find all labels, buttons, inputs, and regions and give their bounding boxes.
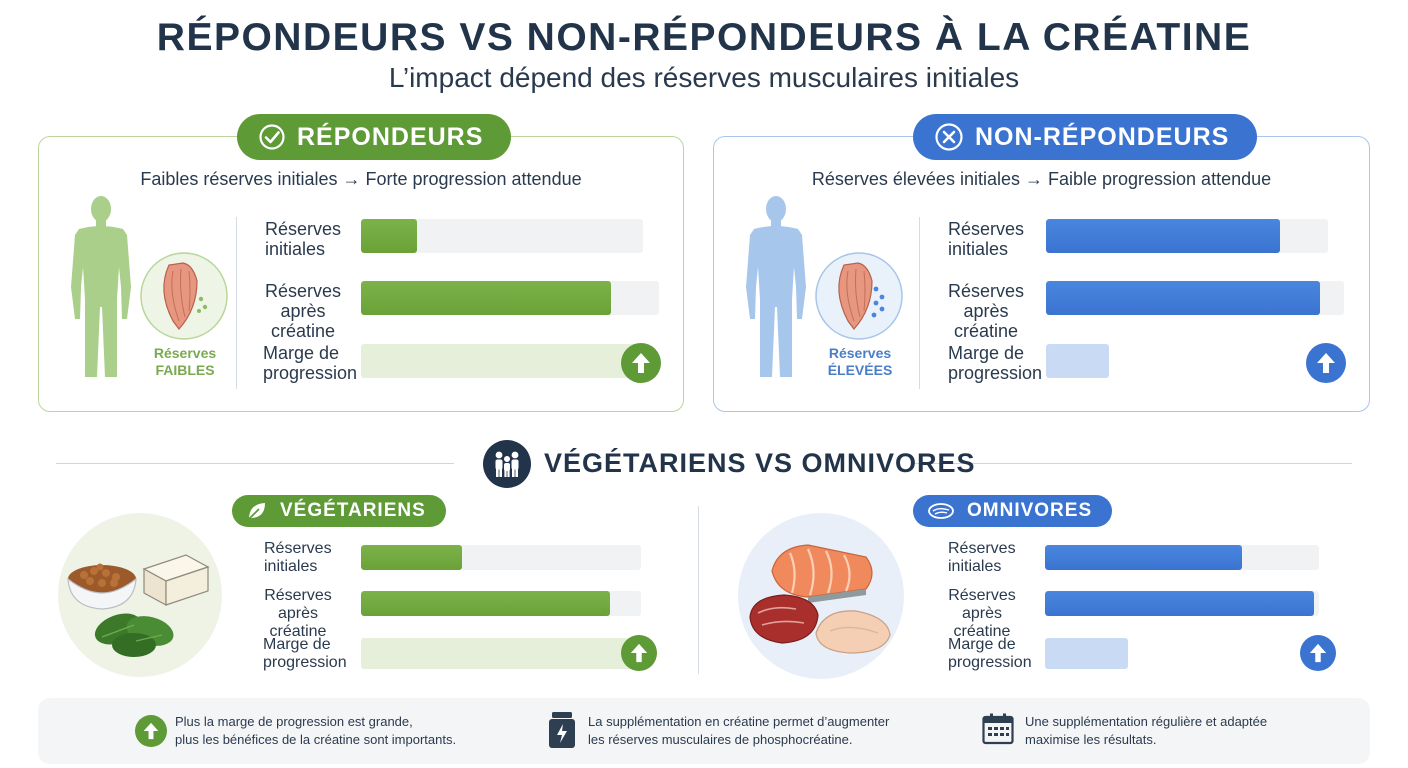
arrow-up-icon	[1306, 343, 1346, 383]
section-rule-left	[56, 463, 454, 464]
reserve-level-label: Réserves ÉLEVÉES	[827, 345, 893, 378]
section-title: VÉGÉTARIENS VS OMNIVORES	[544, 448, 976, 478]
row-label: Réserves après créatine	[947, 281, 1025, 341]
bar-track	[1045, 591, 1319, 616]
bar-initial	[361, 219, 418, 253]
arrow-up-icon	[621, 635, 657, 671]
vegetarians-badge: VÉGÉTARIENS	[232, 495, 446, 527]
human-silhouette-icon	[71, 196, 131, 377]
bar-track	[1046, 344, 1346, 378]
footer-item: La supplémentation en créatine permet d’…	[588, 714, 890, 747]
bar-track	[361, 545, 641, 570]
bar-after	[361, 591, 611, 616]
muscle-icon	[140, 252, 228, 340]
creatine-jar-icon	[549, 712, 575, 748]
bar-track	[1046, 219, 1328, 253]
bar-track	[1045, 545, 1319, 570]
row-label: Marge de progression	[948, 343, 1043, 383]
x-circle-icon	[935, 123, 963, 151]
steak-icon	[928, 503, 954, 519]
row-label: Réserves après créatine	[948, 587, 1016, 640]
row-label: Réserves initiales	[948, 219, 1025, 259]
people-icon	[483, 440, 531, 488]
arrow-up-icon	[621, 343, 661, 383]
arrow-up-icon	[135, 715, 167, 747]
bar-track	[1045, 638, 1321, 669]
responders-card: Faibles réserves initiales → Forte progr…	[38, 136, 684, 412]
bar-after	[1046, 281, 1321, 315]
bar-margin	[1046, 344, 1109, 378]
row-label: Réserves initiales	[265, 219, 342, 259]
responders-badge: RÉPONDEURS	[237, 114, 512, 160]
divider	[698, 506, 699, 674]
section-rule-right	[912, 463, 1352, 464]
omnivore-food-illustration	[738, 513, 904, 679]
divider	[919, 217, 920, 389]
responders-subtitle: Faibles réserves initiales → Forte progr…	[140, 169, 582, 189]
row-label: Réserves initiales	[948, 540, 1016, 575]
bar-track	[361, 281, 659, 315]
bar-margin	[1045, 638, 1128, 669]
leaf-icon	[248, 503, 265, 520]
non-responders-badge: NON-RÉPONDEURS	[913, 114, 1258, 160]
bar-initial	[361, 545, 462, 570]
bar-after	[1045, 591, 1314, 616]
page-title: RÉPONDEURS VS NON-RÉPONDEURS À LA CRÉATI…	[156, 16, 1252, 59]
bar-track	[361, 591, 641, 616]
human-silhouette-icon	[746, 196, 806, 377]
row-label: Marge de progression	[948, 636, 1032, 671]
footer-item: Plus la marge de progression est grande,…	[175, 714, 457, 747]
calendar-icon	[982, 713, 1014, 745]
vegetarian-food-illustration	[58, 513, 222, 677]
non-responders-card: Réserves élevées initiales → Faible prog…	[713, 136, 1370, 412]
row-label: Marge de progression	[263, 636, 347, 671]
divider	[236, 217, 237, 389]
row-label: Réserves après créatine	[264, 587, 332, 640]
bar-track	[361, 344, 647, 378]
omnivores-badge: OMNIVORES	[913, 495, 1113, 527]
bar-initial	[1046, 219, 1281, 253]
reserve-level-label: Réserves FAIBLES	[153, 345, 217, 378]
non-responders-subtitle: Réserves élevées initiales → Faible prog…	[811, 169, 1272, 189]
arrow-up-icon	[1300, 635, 1336, 671]
bar-track	[361, 638, 643, 669]
footer-panel: Plus la marge de progression est grande,…	[38, 698, 1370, 764]
bar-margin	[361, 344, 647, 378]
bar-margin	[361, 638, 643, 669]
row-label: Réserves initiales	[264, 540, 332, 575]
row-label: Marge de progression	[263, 343, 358, 383]
footer-item: Une supplémentation régulière et adaptée…	[1025, 714, 1268, 747]
muscle-icon	[815, 252, 903, 340]
bar-initial	[1045, 545, 1243, 570]
check-circle-icon	[259, 124, 285, 150]
bar-after	[361, 281, 612, 315]
bar-track	[1046, 281, 1344, 315]
page-subtitle: L’impact dépend des réserves musculaires…	[388, 62, 1020, 93]
row-label: Réserves après créatine	[264, 281, 342, 341]
bar-track	[361, 219, 643, 253]
